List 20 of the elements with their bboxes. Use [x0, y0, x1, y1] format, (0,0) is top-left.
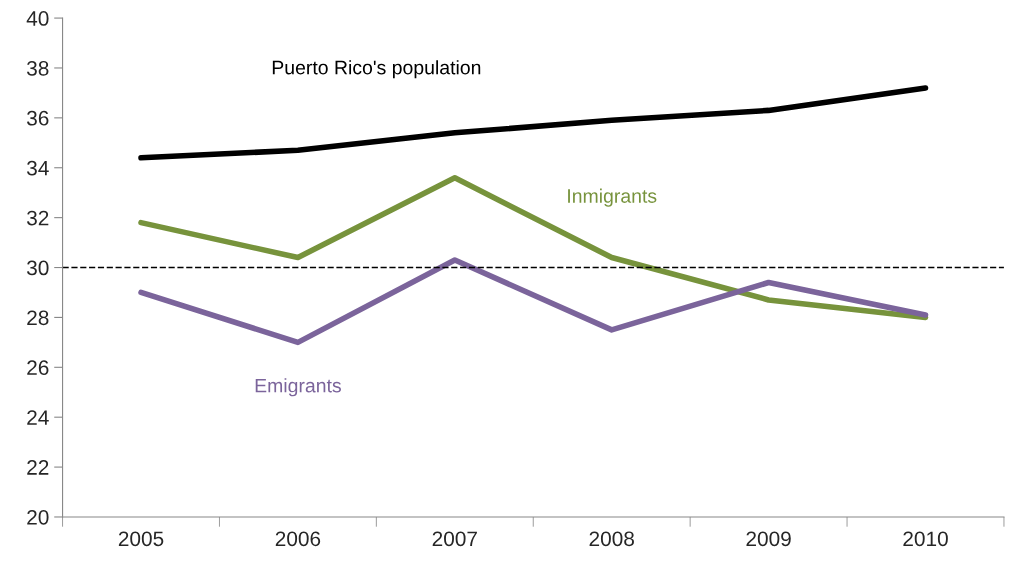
text: Puerto Rico's population	[272, 60, 481, 79]
series-label: Inmigrants	[568, 188, 657, 207]
x-tick-label: 2006	[275, 531, 321, 547]
y-tick-label: 20	[27, 509, 49, 525]
y-tick-label: 36	[26, 110, 49, 126]
y-tick-label: 22	[27, 460, 49, 475]
x-tick-label: 2008	[589, 531, 634, 547]
y-tick-label: 26	[27, 360, 49, 376]
x-tick-label: 2009	[746, 531, 791, 547]
x-tick-label: 2007	[432, 531, 477, 547]
y-tick-label: 34	[26, 160, 49, 176]
text: Emigrants	[255, 378, 341, 397]
x-tick-label: 2010	[903, 531, 948, 547]
y-tick-label: 28	[27, 310, 49, 326]
y-tick-label: 32	[26, 210, 49, 226]
x-tick-label: 2005	[118, 531, 164, 547]
y-tick-label: 40	[26, 11, 49, 26]
y-tick-label: 30	[26, 260, 49, 276]
y-tick-label: 24	[27, 410, 49, 425]
y-tick-label: 38	[26, 60, 49, 76]
